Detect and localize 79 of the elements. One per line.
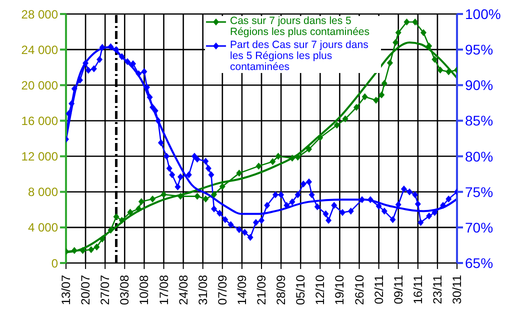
point [127, 208, 134, 216]
point [420, 29, 426, 36]
point [94, 243, 100, 250]
point [160, 191, 167, 198]
point [202, 195, 209, 202]
x-tick-label: 13/07 [59, 274, 73, 306]
point [99, 235, 106, 242]
y2-tick-label: 95% [465, 42, 494, 58]
x-tick-label: 21/09 [254, 274, 268, 306]
point [275, 152, 282, 160]
point [211, 191, 218, 198]
point [256, 162, 262, 170]
x-tick-label: 05/10 [294, 274, 308, 306]
y-tick-label: 16 000 [21, 114, 58, 128]
x-tick-label: 16/11 [410, 274, 425, 304]
y-tick-label: 20 000 [21, 78, 58, 92]
point [88, 246, 94, 254]
point [446, 68, 452, 76]
point [289, 154, 296, 162]
y2-tick-label: 100% [465, 6, 501, 22]
point [334, 122, 340, 129]
x-tick-label: 02/11 [372, 274, 386, 304]
point [378, 91, 385, 98]
point [71, 247, 78, 254]
point [80, 247, 86, 254]
point [108, 226, 114, 234]
y2-tick-label: 65% [465, 254, 494, 271]
point [136, 205, 142, 212]
y-tick-label: 0 [51, 256, 58, 270]
point [342, 115, 348, 122]
point [219, 183, 226, 190]
y-tick-label: 24 000 [21, 42, 58, 57]
point [412, 18, 418, 26]
x-tick-label: 24/08 [176, 274, 190, 306]
x-tick-label: 14/09 [234, 274, 249, 306]
y-tick-label: 4 000 [28, 220, 58, 235]
y2-tick-label: 85% [465, 112, 494, 129]
x-tick-label: 27/07 [98, 274, 112, 306]
legend-label: Cas sur 7 jours dans les 5 Régions les plus contaminées [230, 15, 370, 38]
legend-label: Part des Cas sur 7 jours dans les 5 Régions les plus contaminées [230, 39, 370, 73]
point [270, 158, 276, 166]
y-tick-label: 8 000 [28, 185, 58, 200]
point [381, 80, 388, 87]
point [178, 192, 184, 200]
point [373, 96, 380, 104]
x-tick-label: 31/08 [196, 274, 210, 306]
y2-tick-label: 90% [465, 77, 494, 94]
point [362, 93, 368, 100]
point [306, 146, 312, 153]
point [150, 195, 156, 202]
point [113, 213, 120, 220]
y-tick-label: 12 000 [21, 150, 58, 164]
x-tick-label: 28/09 [274, 274, 288, 306]
x-tick-label: 20/07 [78, 274, 93, 306]
x-tick-label: 03/08 [118, 274, 132, 306]
y-tick-label: 28 000 [21, 7, 58, 22]
point [395, 29, 402, 36]
y2-tick-label: 75% [465, 184, 494, 200]
point [432, 56, 438, 63]
x-tick-label: 19/10 [332, 274, 347, 306]
point [194, 192, 200, 200]
point [138, 198, 144, 206]
point [236, 170, 242, 177]
x-tick-label: 07/09 [215, 274, 230, 306]
x-tick-label: 09/11 [391, 274, 406, 304]
point [404, 18, 410, 26]
y2-tick-label: 80% [465, 148, 494, 164]
point [392, 38, 399, 46]
y2-tick-label: 70% [465, 219, 494, 236]
x-tick-label: 17/08 [156, 274, 171, 306]
point [386, 59, 393, 66]
x-tick-label: 26/10 [352, 274, 366, 306]
x-tick-label: 12/10 [313, 274, 328, 306]
x-tick-label: 10/08 [137, 274, 152, 306]
point [353, 104, 360, 111]
x-tick-label: 30/11 [450, 274, 464, 304]
point [437, 66, 444, 74]
point [118, 216, 125, 224]
x-tick-label: 23/11 [430, 274, 444, 304]
